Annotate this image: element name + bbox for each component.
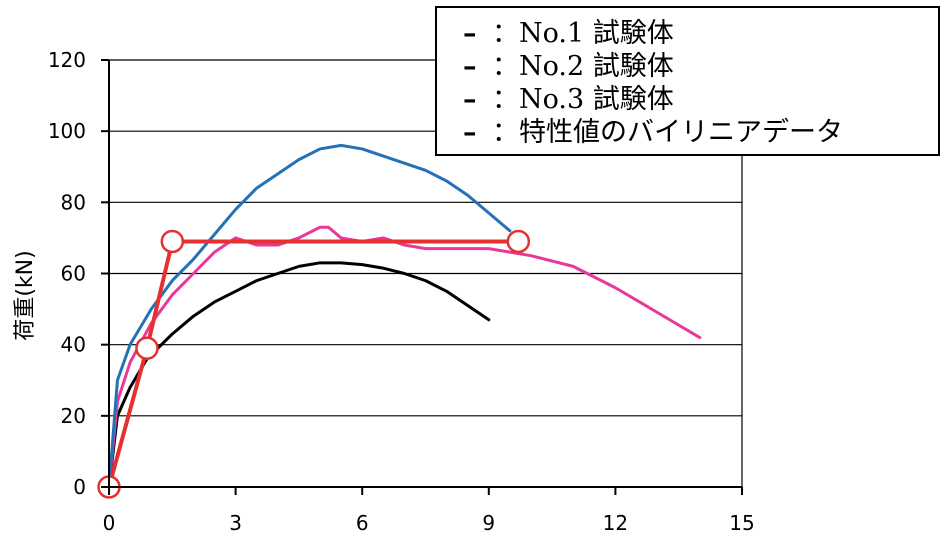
x-tick-label: 6 bbox=[356, 511, 369, 535]
legend-marker: – bbox=[463, 18, 477, 49]
legend-marker: – bbox=[463, 51, 477, 82]
y-tick-label: 20 bbox=[61, 404, 86, 428]
legend-box bbox=[435, 6, 940, 156]
series-2-line bbox=[107, 225, 702, 489]
y-tick-label: 60 bbox=[61, 262, 86, 286]
x-tick-labels: 0 3 6 9 12 15 bbox=[103, 511, 755, 535]
x-tick-label: 9 bbox=[482, 511, 495, 535]
series-4-line bbox=[107, 239, 521, 489]
x-tick-label: 12 bbox=[603, 511, 628, 535]
series-3-line bbox=[107, 143, 512, 489]
legend-marker: – bbox=[463, 84, 477, 115]
x-tick-label: 0 bbox=[103, 511, 116, 535]
x-tick-label: 3 bbox=[229, 511, 242, 535]
bilinear-point bbox=[160, 229, 185, 254]
bilinear-point bbox=[135, 336, 159, 360]
y-tick-label: 100 bbox=[48, 119, 86, 143]
series-layer bbox=[97, 143, 702, 499]
y-tick-label: 80 bbox=[61, 190, 86, 214]
y-tick-labels: 0 20 40 60 80 100 120 bbox=[48, 48, 86, 499]
legend: – ：No.1 試験体– ：No.2 試験体– ：No.3 試験体– ：特性値のバイリニ… bbox=[435, 6, 940, 156]
legend-label: ：No.1 試験体 bbox=[492, 18, 674, 49]
legend-marker: – bbox=[463, 117, 477, 148]
x-tick-label: 15 bbox=[729, 511, 754, 535]
legend-label: ：No.3 試験体 bbox=[492, 84, 674, 115]
y-tick-label: 40 bbox=[61, 333, 86, 357]
series-1-line bbox=[107, 261, 491, 489]
y-tick-label: 120 bbox=[48, 48, 86, 72]
bilinear-point bbox=[506, 229, 531, 254]
legend-label: ：特性値のバイリニアデータ bbox=[492, 117, 843, 148]
axes bbox=[101, 59, 743, 495]
legend-label: ：No.2 試験体 bbox=[492, 51, 674, 82]
y-axis-label: 荷重(kN) bbox=[13, 250, 38, 340]
y-tick-label: 0 bbox=[73, 475, 86, 499]
